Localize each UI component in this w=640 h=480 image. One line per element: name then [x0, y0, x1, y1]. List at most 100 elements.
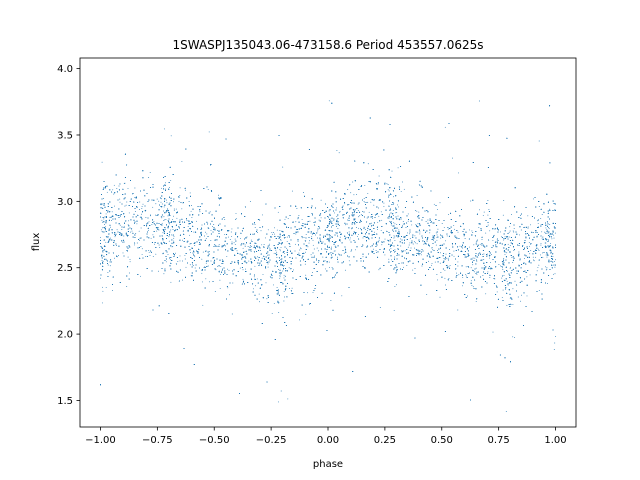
data-point	[472, 257, 474, 259]
data-point	[444, 269, 446, 271]
data-point	[445, 253, 447, 255]
data-point	[362, 256, 364, 258]
data-point	[541, 214, 543, 215]
data-point	[268, 245, 270, 247]
data-point	[288, 288, 290, 289]
data-point	[478, 100, 480, 102]
data-point	[167, 215, 169, 217]
data-point	[254, 248, 256, 250]
data-point	[506, 252, 508, 254]
data-point	[194, 245, 196, 246]
data-point	[148, 177, 150, 178]
data-point	[205, 278, 207, 280]
data-point	[392, 210, 394, 212]
data-point	[392, 231, 394, 233]
data-point	[506, 280, 508, 282]
data-point	[508, 283, 510, 285]
data-point	[103, 218, 105, 220]
data-point	[407, 213, 409, 215]
data-point	[447, 257, 449, 259]
data-point	[364, 229, 366, 230]
data-point	[260, 230, 262, 232]
data-point	[305, 251, 306, 253]
data-point	[479, 209, 480, 211]
data-point	[475, 267, 477, 269]
data-point	[547, 239, 549, 240]
data-point	[492, 239, 494, 241]
data-point	[482, 275, 484, 276]
data-point	[256, 232, 258, 233]
data-point	[328, 235, 330, 237]
data-point	[171, 246, 173, 248]
data-point	[485, 232, 487, 234]
data-point	[208, 250, 210, 252]
data-point	[220, 265, 222, 267]
data-point	[333, 250, 335, 252]
data-point	[418, 254, 420, 256]
data-point	[428, 260, 429, 262]
data-point	[275, 249, 277, 251]
data-point	[244, 246, 246, 248]
data-point	[279, 274, 281, 276]
data-point	[528, 234, 529, 236]
data-point	[317, 237, 318, 239]
data-point	[389, 240, 391, 242]
data-point	[453, 224, 455, 226]
data-point	[472, 232, 474, 233]
data-point	[432, 249, 434, 251]
data-point	[396, 223, 398, 225]
data-point	[433, 203, 435, 205]
data-point	[331, 230, 333, 232]
data-point	[187, 226, 189, 228]
data-point	[201, 272, 203, 274]
data-point	[470, 267, 472, 269]
data-point	[318, 250, 320, 252]
data-point	[242, 257, 244, 259]
data-point	[454, 234, 456, 236]
data-point	[366, 217, 368, 219]
data-point	[437, 228, 439, 230]
data-point	[187, 229, 189, 231]
data-point	[402, 236, 404, 238]
data-point	[250, 239, 252, 241]
data-point	[533, 232, 534, 234]
data-point	[276, 229, 278, 231]
data-point	[179, 255, 181, 257]
data-point	[113, 184, 115, 186]
data-point	[519, 215, 521, 216]
data-point	[101, 230, 103, 232]
data-point	[258, 263, 260, 265]
data-point	[443, 226, 445, 228]
data-point	[128, 272, 130, 274]
data-point	[471, 230, 473, 232]
data-point	[191, 217, 193, 218]
data-point	[414, 268, 416, 269]
data-point	[230, 231, 232, 233]
data-point	[538, 264, 540, 266]
data-point	[476, 273, 478, 275]
data-point	[463, 234, 465, 236]
data-point	[525, 236, 527, 238]
data-point	[123, 225, 125, 227]
data-point	[312, 291, 314, 293]
data-point	[128, 212, 130, 214]
data-point	[343, 252, 345, 254]
data-point	[381, 219, 383, 221]
data-point	[245, 258, 247, 259]
data-point	[336, 223, 338, 225]
data-point	[496, 246, 498, 248]
data-point	[483, 211, 485, 213]
data-point	[485, 293, 487, 295]
data-point	[160, 201, 162, 203]
data-point	[394, 286, 396, 287]
data-point	[526, 276, 528, 278]
data-point	[550, 233, 552, 235]
data-point	[280, 260, 282, 262]
data-point	[207, 265, 209, 267]
data-point	[449, 264, 451, 266]
data-point	[218, 271, 220, 273]
data-point	[267, 254, 268, 256]
data-point	[327, 247, 328, 249]
data-point	[165, 261, 167, 263]
